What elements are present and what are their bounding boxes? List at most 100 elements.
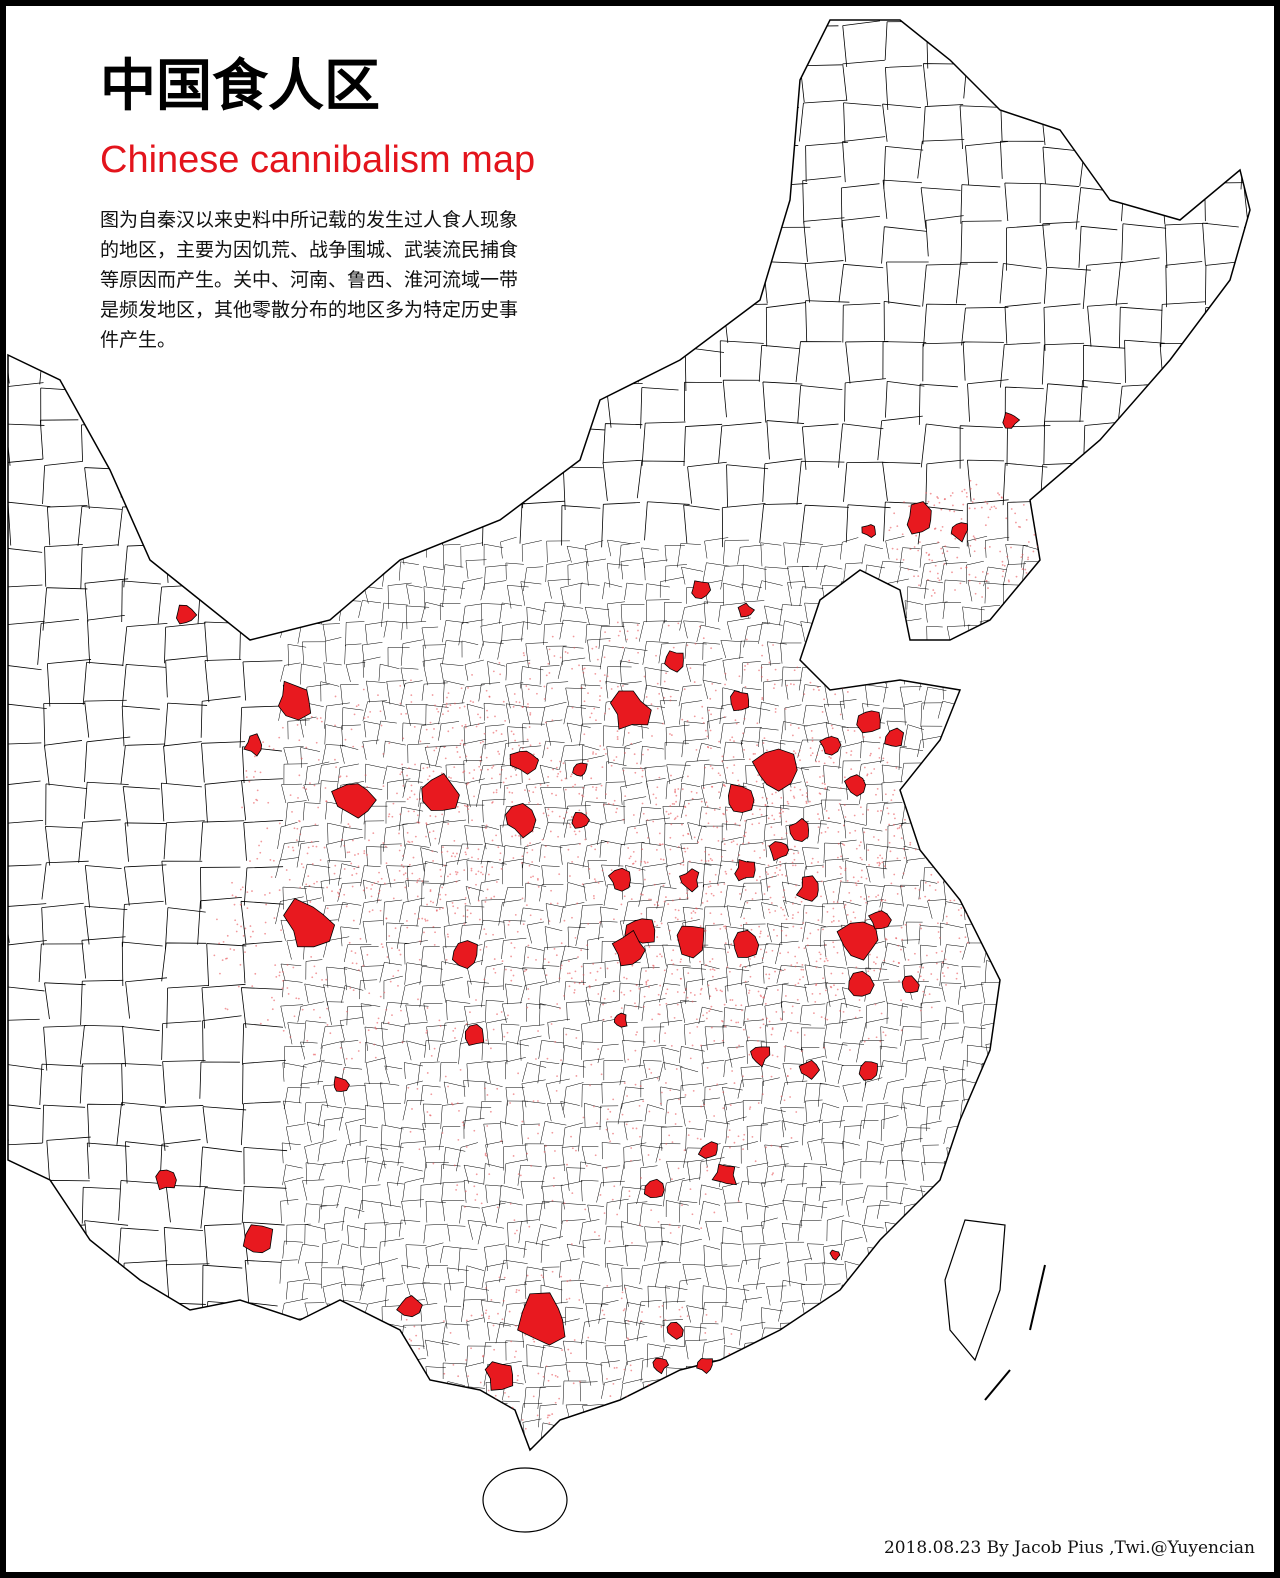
border [967,580,990,602]
dot [714,1320,717,1323]
border [696,742,722,762]
dot [756,722,759,725]
dot [860,876,863,879]
border [466,703,484,726]
dot [771,1027,774,1029]
dot [410,1339,413,1342]
dot [434,837,437,840]
dot [645,983,648,986]
dot [298,774,301,777]
dot [366,785,369,788]
dot [578,809,581,812]
dot [293,827,296,830]
dot [382,842,385,844]
dot [527,881,530,884]
border [981,981,1004,1004]
dot [695,907,697,910]
border [680,1000,697,1023]
dot [380,724,383,727]
border [1082,261,1124,310]
border [87,614,125,664]
border [804,260,844,303]
dot [817,919,820,922]
dot [587,760,589,762]
dot [791,902,794,905]
dot [771,1173,774,1176]
border [845,860,866,882]
border [802,904,826,925]
dot [525,904,528,907]
border [1079,379,1122,422]
border [519,500,565,544]
dot [815,966,818,969]
dot [801,794,804,797]
dot [357,704,360,706]
dot [699,960,701,963]
border [823,842,843,864]
border [287,1022,305,1045]
dot [526,844,529,847]
dot [546,1416,549,1419]
border [242,1059,286,1105]
border [79,1063,125,1104]
dot [866,773,869,776]
border [523,566,544,592]
border [703,601,724,626]
dot [898,826,901,829]
dot [573,646,576,649]
dot [763,737,766,740]
dot [440,851,443,854]
border [598,920,618,941]
dot [896,857,899,860]
dot [571,667,573,670]
border [959,425,1003,469]
dot [467,808,470,811]
border [466,1060,491,1088]
dot [675,800,678,803]
border [920,944,937,967]
border [424,1040,445,1058]
border [720,640,742,659]
dot [695,791,698,794]
dot [683,991,686,994]
dot [876,956,878,959]
border [380,843,402,865]
dot [704,860,707,863]
border [41,860,89,900]
border [442,564,464,587]
dot [441,813,444,816]
dot [924,881,927,884]
dot [705,1313,708,1316]
dot [453,1164,456,1167]
dot [665,810,668,813]
border [541,865,560,886]
border [563,705,586,725]
dot [467,1375,469,1377]
dot [652,793,655,796]
border [80,979,124,1025]
border [920,559,948,587]
border [842,136,886,183]
dot [465,1319,468,1322]
dot [510,730,513,733]
dot [425,823,428,826]
border [659,620,682,642]
dot [511,835,513,838]
dot [566,652,569,654]
dot [456,751,459,753]
dot [748,1036,750,1039]
dot [785,820,788,823]
dot [550,889,552,892]
dot [367,716,370,718]
dot [830,986,833,989]
dot [748,1053,751,1056]
border [967,535,988,558]
dot [713,969,716,971]
dot [655,797,657,799]
dot [433,749,436,752]
dot [685,814,687,817]
dot [791,861,794,864]
dot [731,772,734,774]
dot [408,1338,411,1341]
dot [800,927,803,930]
